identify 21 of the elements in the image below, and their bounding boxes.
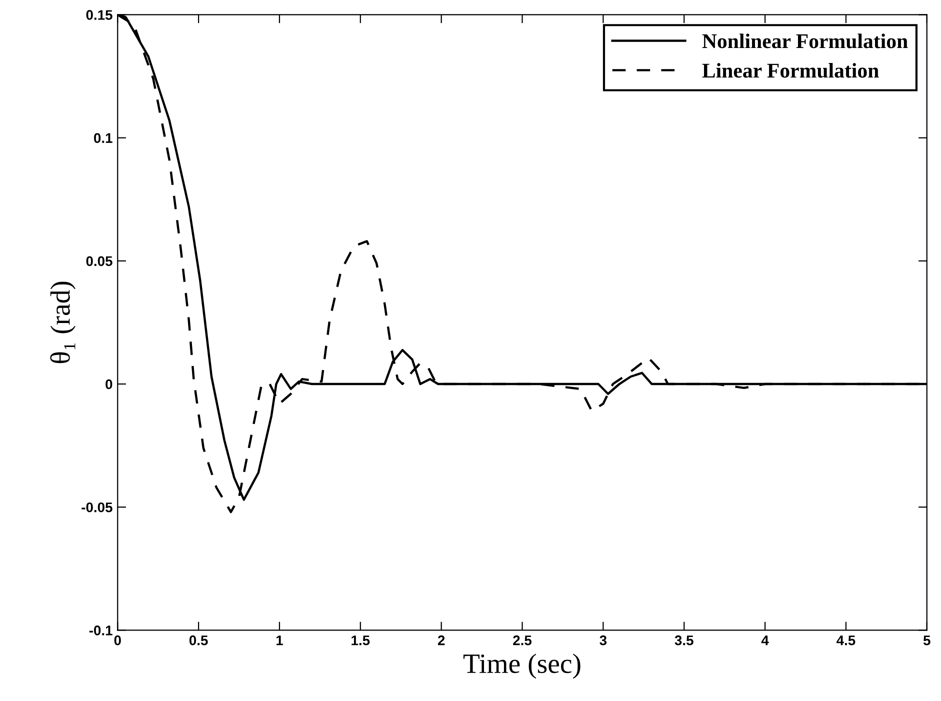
x-tick-label: 3.5 bbox=[674, 635, 694, 646]
x-tick-label: 4.5 bbox=[836, 636, 856, 646]
legend-label: Nonlinear Formulation bbox=[702, 34, 908, 48]
y-axis-title: θ₁ (rad) bbox=[50, 282, 76, 364]
y-tick-label: 0.05 bbox=[86, 256, 112, 266]
y-tick-label: 0.1 bbox=[94, 133, 112, 143]
x-tick-label: 3 bbox=[600, 635, 607, 646]
x-tick-label: 1.5 bbox=[352, 636, 370, 646]
x-tick-label: 0.5 bbox=[189, 635, 208, 646]
y-tick-label: -0.05 bbox=[82, 502, 112, 512]
x-tick-label: 2.5 bbox=[513, 635, 532, 646]
x-axis-title: Time (sec) bbox=[463, 654, 580, 679]
legend-label: Linear Formulation bbox=[702, 63, 879, 78]
x-tick-label: 1 bbox=[276, 636, 283, 646]
x-tick-label: 0 bbox=[114, 635, 121, 646]
y-tick-label: 0.15 bbox=[86, 10, 112, 20]
x-tick-label: 4 bbox=[761, 636, 769, 646]
x-tick-label: 2 bbox=[438, 635, 445, 646]
x-tick-label: 5 bbox=[923, 636, 930, 646]
y-tick-label: -0.1 bbox=[89, 626, 112, 636]
y-tick-label: 0 bbox=[106, 379, 112, 390]
